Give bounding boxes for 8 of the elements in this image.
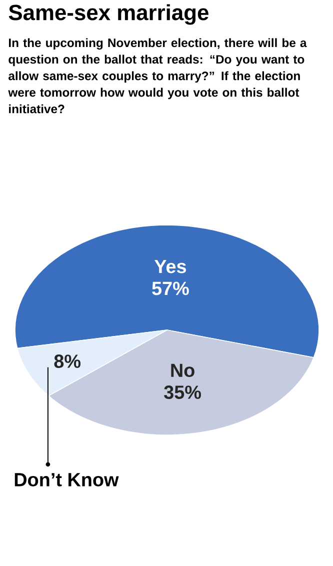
data-label: 8% <box>54 354 81 368</box>
slice-label: Don’t Know <box>14 473 119 486</box>
slice-label: Yes <box>154 260 186 274</box>
slice-label: No <box>171 364 194 378</box>
chart-subtitle: In the upcoming November election, there will be a question on the ballot that reads: “Do you want to allow same-sex couples to marry?” If the election were tomorrow how would you vote on this ballot initiative? <box>8 38 307 114</box>
chart-title: Same-sex marriage <box>8 4 208 25</box>
data-label: 57% <box>152 282 189 296</box>
data-label: 35% <box>164 386 201 399</box>
